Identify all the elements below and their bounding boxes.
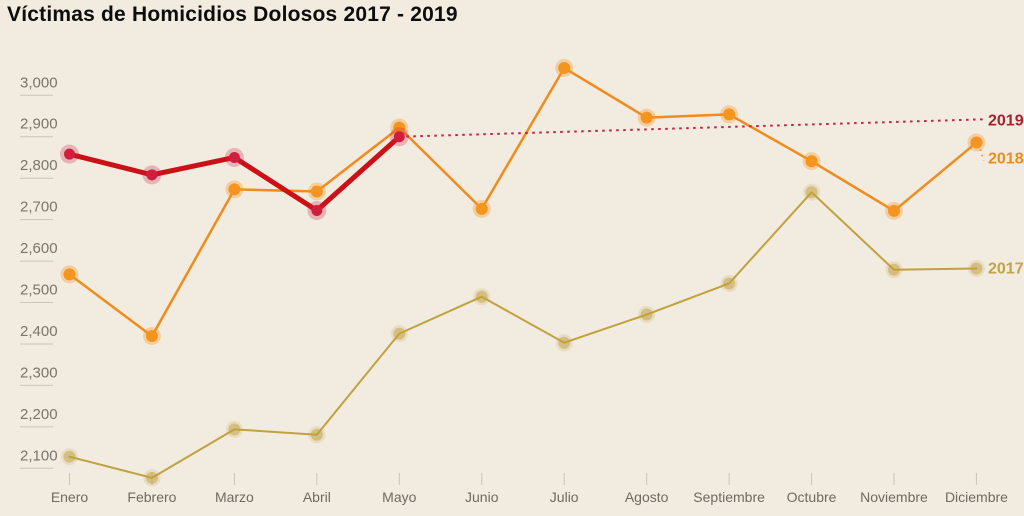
x-axis-label: Mayo (382, 489, 416, 505)
data-point-2018-julio[interactable] (558, 61, 571, 74)
y-axis-label: 2,200 (20, 406, 58, 423)
data-point-2017-noviembre[interactable] (888, 263, 900, 276)
data-point-2018-octubre[interactable] (805, 155, 818, 168)
data-point-2018-diciembre[interactable] (970, 136, 983, 149)
data-point-2018-abril[interactable] (310, 185, 323, 198)
data-point-2017-julio[interactable] (558, 336, 571, 349)
series-line-2019 (67, 134, 402, 214)
y-axis-label: 2,900 (20, 116, 58, 133)
x-axis-label: Diciembre (945, 489, 1008, 505)
x-axis-label: Agosto (625, 489, 669, 505)
data-point-2017-diciembre[interactable] (970, 262, 983, 275)
data-point-2019-marzo[interactable] (228, 151, 240, 163)
x-axis-label: Julio (550, 489, 579, 505)
x-axis-label: Enero (51, 489, 89, 505)
y-axis-label: 2,600 (20, 240, 58, 257)
x-axis-label: Noviembre (860, 489, 928, 505)
x-axis-label: Febrero (127, 489, 176, 505)
series-label-2017: 2017 (988, 261, 1024, 278)
data-point-2018-noviembre[interactable] (888, 204, 900, 217)
data-point-2017-octubre[interactable] (805, 186, 818, 199)
data-point-2018-septiembre[interactable] (723, 108, 736, 121)
y-axis-label: 2,100 (20, 447, 58, 464)
data-point-2019-enero[interactable] (64, 148, 75, 160)
data-point-2017-febrero[interactable] (145, 471, 158, 484)
x-axis-label: Marzo (215, 489, 254, 505)
y-axis-label: 2,800 (20, 157, 58, 174)
y-axis-label: 3,000 (20, 74, 58, 91)
data-point-2018-junio[interactable] (475, 202, 488, 215)
data-point-2017-mayo[interactable] (393, 327, 406, 340)
series-label-2018: 2018 (988, 151, 1024, 168)
y-axis-label: 2,300 (20, 364, 58, 381)
data-point-2019-abril[interactable] (311, 205, 323, 217)
series-line-2017 (68, 191, 978, 479)
data-point-2018-febrero[interactable] (145, 330, 158, 343)
label-leader-2018 (979, 149, 985, 161)
data-point-2019-febrero[interactable] (146, 169, 158, 181)
y-axis-label: 2,500 (20, 282, 58, 299)
data-point-2018-agosto[interactable] (640, 111, 653, 124)
y-axis-label: 2,700 (20, 199, 58, 216)
data-point-2017-junio[interactable] (475, 290, 488, 303)
data-point-2017-agosto[interactable] (640, 308, 653, 321)
x-axis-label: Abril (303, 489, 331, 505)
data-point-2018-enero[interactable] (63, 268, 76, 281)
chart-title: Víctimas de Homicidios Dolosos 2017 - 20… (7, 3, 458, 26)
data-point-2018-mayo[interactable] (393, 121, 406, 134)
series-label-2019: 2019 (988, 112, 1024, 129)
data-point-2017-septiembre[interactable] (723, 277, 736, 290)
data-point-2018-marzo[interactable] (228, 183, 241, 196)
y-axis-label: 2,400 (20, 323, 58, 340)
data-point-2017-marzo[interactable] (228, 423, 241, 436)
series-line-2018 (68, 66, 978, 338)
data-point-2017-enero[interactable] (63, 450, 76, 463)
x-axis-label: Junio (465, 489, 499, 505)
x-axis-label: Octubre (787, 489, 837, 505)
x-axis-label: Septiembre (693, 489, 765, 505)
data-point-2019-mayo[interactable] (393, 131, 405, 143)
data-point-2017-abril[interactable] (310, 428, 323, 441)
projection-line-2019 (399, 118, 984, 138)
